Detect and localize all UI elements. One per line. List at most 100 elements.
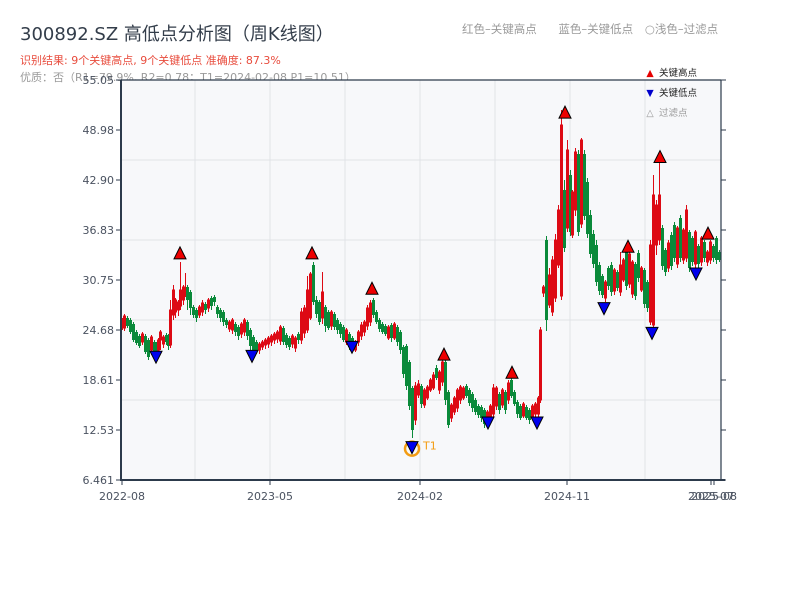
candle-body-down	[477, 406, 480, 415]
candle-body-down	[405, 346, 408, 386]
x-axis-ticks: 2022-08 2023-05 2024-02 2024-11 2025-072025-…	[99, 480, 737, 503]
candle-body-up	[169, 309, 172, 346]
candle-body-down	[513, 392, 516, 404]
candle-body-up	[366, 307, 369, 327]
candle-body-up	[574, 151, 577, 211]
candle-body-down	[129, 320, 132, 332]
candle-body-up	[507, 382, 510, 401]
y-tick-label: 6.461	[83, 474, 115, 487]
candle-body-up	[658, 194, 661, 241]
candle-body-up	[267, 337, 270, 345]
candle-body-up	[537, 397, 540, 415]
legend-label: 关键低点	[659, 88, 698, 99]
candle-body-up	[580, 139, 583, 225]
candle-body-down	[697, 246, 700, 264]
candle-body-up	[453, 397, 456, 413]
candle-body-down	[420, 386, 423, 404]
y-tick-label: 36.83	[83, 224, 115, 237]
candle-body-down	[688, 232, 691, 268]
candle-body-up	[159, 331, 162, 341]
caption-blue: 蓝色–关键低点	[558, 22, 634, 36]
candle-body-down	[246, 322, 249, 336]
candle-body-up	[157, 339, 160, 351]
candle-body-up	[462, 387, 465, 399]
candle-body-down	[444, 362, 447, 400]
candle-body-up	[557, 209, 560, 266]
candle-body-down	[661, 228, 664, 266]
candle-body-up	[291, 335, 294, 345]
candle-body-down	[589, 215, 592, 254]
low-marker-icon	[149, 350, 163, 365]
candle-body-down	[138, 336, 141, 346]
x-tick-label: 2024-11	[544, 490, 590, 503]
low-marker-icon	[405, 441, 419, 455]
candle-body-up	[548, 274, 551, 306]
candle-body-down	[210, 298, 213, 306]
low-marker-icon	[345, 340, 359, 355]
candle-body-up	[330, 311, 333, 327]
candle-body-up	[542, 286, 545, 294]
low-marker-icon	[530, 416, 544, 431]
low-marker-icon	[481, 416, 495, 431]
low-marker-icon	[245, 349, 259, 364]
candle-body-up	[417, 383, 420, 396]
candle-body-down	[144, 336, 147, 352]
candle-body-up	[300, 311, 303, 341]
candle-body-up	[423, 389, 426, 406]
chart-title: 300892.SZ 高低点分析图（周K线图）	[20, 24, 334, 45]
candle-body-up	[123, 315, 126, 329]
high-marker-icon	[365, 281, 379, 295]
candle-body-down	[234, 324, 237, 332]
t1-label: T1	[422, 440, 437, 453]
candle-body-down	[165, 335, 168, 342]
legend-label: 过滤点	[659, 108, 688, 119]
candle-body-up	[414, 385, 417, 421]
candle-body-down	[616, 272, 619, 288]
candle-body-down	[637, 253, 640, 278]
candle-body-up	[667, 242, 670, 269]
candle-body-down	[285, 335, 288, 345]
candle-body-up	[604, 281, 607, 299]
candle-body-down	[126, 318, 129, 326]
candle-body-down	[222, 312, 225, 322]
candle-body-down	[583, 154, 586, 216]
candle-body-up	[706, 251, 709, 263]
high-marker-icon	[505, 365, 519, 379]
candle-body-down	[315, 300, 318, 314]
candle-body-down	[348, 334, 351, 347]
x-tick-label: 2022-08	[99, 490, 145, 503]
candle-body-up	[628, 253, 631, 285]
candle-body-up	[243, 319, 246, 333]
candle-body-down	[504, 392, 507, 410]
candle-body-down	[327, 312, 330, 328]
high-marker-icon	[305, 245, 319, 260]
candle-body-down	[525, 407, 528, 418]
candle-body-up	[201, 302, 204, 313]
legend-item: ▼ 关键低点	[645, 85, 697, 99]
candle-body-down	[312, 265, 315, 302]
key-point-markers: T1	[149, 104, 715, 457]
y-tick-label: 24.68	[83, 324, 115, 337]
candle-body-down	[610, 265, 613, 292]
candle-body-down	[634, 264, 637, 296]
candle-body-down	[498, 394, 501, 410]
candle-body-up	[534, 403, 537, 415]
candle-body-down	[153, 342, 156, 358]
candle-body-down	[249, 330, 252, 346]
caption-red: 红色–关键高点	[462, 22, 537, 36]
candle-body-up	[369, 302, 372, 323]
candle-body-down	[691, 238, 694, 262]
candle-body-down	[601, 276, 604, 295]
candle-body-down	[225, 320, 228, 325]
candle-body-up	[387, 326, 390, 339]
candle-body-up	[560, 124, 563, 297]
candle-body-down	[471, 394, 474, 408]
candle-body-down	[195, 310, 198, 318]
candle-body-down	[435, 368, 438, 378]
candle-body-up	[682, 229, 685, 261]
y-tick-label: 30.75	[83, 274, 115, 287]
candle-body-down	[519, 406, 522, 418]
candle-body-up	[273, 333, 276, 341]
candle-body-down	[664, 250, 667, 272]
